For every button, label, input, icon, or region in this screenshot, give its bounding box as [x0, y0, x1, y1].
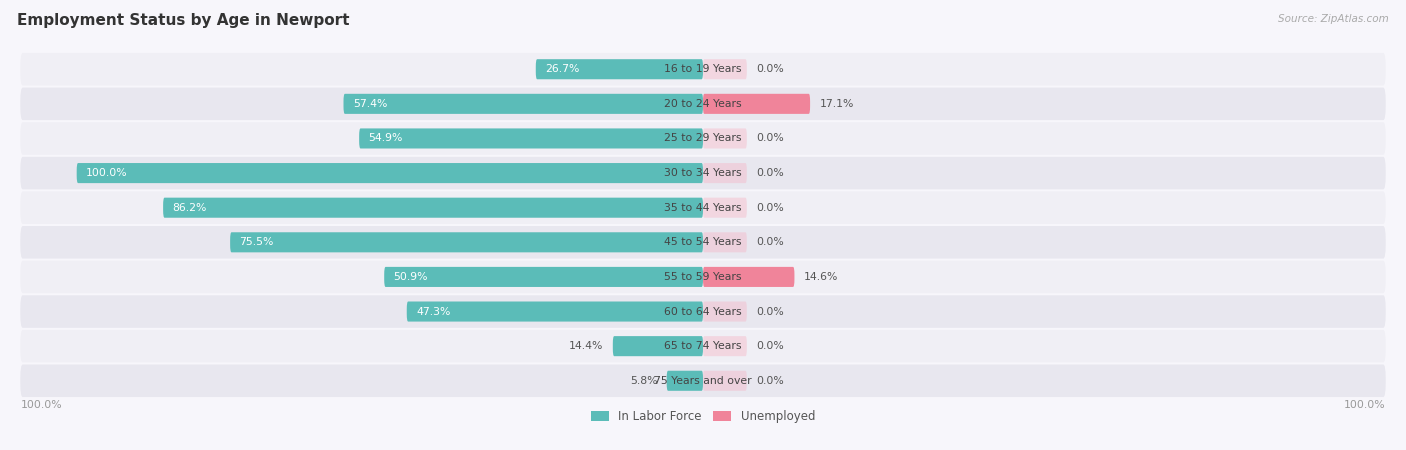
FancyBboxPatch shape	[20, 226, 1386, 259]
Text: 45 to 54 Years: 45 to 54 Years	[664, 237, 742, 248]
FancyBboxPatch shape	[384, 267, 703, 287]
FancyBboxPatch shape	[666, 371, 703, 391]
Text: 0.0%: 0.0%	[756, 134, 785, 144]
FancyBboxPatch shape	[20, 157, 1386, 189]
Text: 0.0%: 0.0%	[756, 376, 785, 386]
Text: 35 to 44 Years: 35 to 44 Years	[664, 202, 742, 213]
FancyBboxPatch shape	[703, 94, 810, 114]
Text: 0.0%: 0.0%	[756, 202, 785, 213]
Text: 17.1%: 17.1%	[820, 99, 853, 109]
Text: 100.0%: 100.0%	[1344, 400, 1386, 410]
Legend: In Labor Force, Unemployed: In Labor Force, Unemployed	[586, 405, 820, 428]
Text: 60 to 64 Years: 60 to 64 Years	[664, 306, 742, 316]
FancyBboxPatch shape	[20, 88, 1386, 120]
FancyBboxPatch shape	[20, 330, 1386, 362]
Text: 16 to 19 Years: 16 to 19 Years	[664, 64, 742, 74]
Text: 54.9%: 54.9%	[368, 134, 404, 144]
FancyBboxPatch shape	[20, 364, 1386, 397]
FancyBboxPatch shape	[703, 198, 747, 218]
FancyBboxPatch shape	[703, 267, 794, 287]
Text: 65 to 74 Years: 65 to 74 Years	[664, 341, 742, 351]
FancyBboxPatch shape	[20, 122, 1386, 155]
Text: 14.4%: 14.4%	[569, 341, 603, 351]
Text: 0.0%: 0.0%	[756, 168, 785, 178]
Text: 55 to 59 Years: 55 to 59 Years	[664, 272, 742, 282]
Text: Employment Status by Age in Newport: Employment Status by Age in Newport	[17, 14, 349, 28]
FancyBboxPatch shape	[703, 302, 747, 322]
Text: 75.5%: 75.5%	[239, 237, 274, 248]
Text: 0.0%: 0.0%	[756, 64, 785, 74]
FancyBboxPatch shape	[163, 198, 703, 218]
FancyBboxPatch shape	[343, 94, 703, 114]
Text: 50.9%: 50.9%	[394, 272, 427, 282]
Text: 100.0%: 100.0%	[20, 400, 62, 410]
Text: 0.0%: 0.0%	[756, 237, 785, 248]
FancyBboxPatch shape	[406, 302, 703, 322]
Text: 75 Years and over: 75 Years and over	[654, 376, 752, 386]
Text: 5.8%: 5.8%	[630, 376, 657, 386]
FancyBboxPatch shape	[613, 336, 703, 356]
FancyBboxPatch shape	[703, 128, 747, 149]
Text: 86.2%: 86.2%	[173, 202, 207, 213]
FancyBboxPatch shape	[703, 163, 747, 183]
FancyBboxPatch shape	[536, 59, 703, 79]
Text: 100.0%: 100.0%	[86, 168, 128, 178]
FancyBboxPatch shape	[20, 295, 1386, 328]
FancyBboxPatch shape	[703, 59, 747, 79]
Text: 30 to 34 Years: 30 to 34 Years	[664, 168, 742, 178]
FancyBboxPatch shape	[703, 336, 747, 356]
FancyBboxPatch shape	[231, 232, 703, 252]
Text: 47.3%: 47.3%	[416, 306, 450, 316]
FancyBboxPatch shape	[20, 191, 1386, 224]
Text: 20 to 24 Years: 20 to 24 Years	[664, 99, 742, 109]
Text: 14.6%: 14.6%	[804, 272, 838, 282]
Text: 57.4%: 57.4%	[353, 99, 387, 109]
Text: Source: ZipAtlas.com: Source: ZipAtlas.com	[1278, 14, 1389, 23]
FancyBboxPatch shape	[703, 371, 747, 391]
Text: 25 to 29 Years: 25 to 29 Years	[664, 134, 742, 144]
FancyBboxPatch shape	[703, 232, 747, 252]
FancyBboxPatch shape	[77, 163, 703, 183]
FancyBboxPatch shape	[359, 128, 703, 149]
Text: 0.0%: 0.0%	[756, 306, 785, 316]
Text: 26.7%: 26.7%	[546, 64, 579, 74]
FancyBboxPatch shape	[20, 261, 1386, 293]
Text: 0.0%: 0.0%	[756, 341, 785, 351]
FancyBboxPatch shape	[20, 53, 1386, 86]
